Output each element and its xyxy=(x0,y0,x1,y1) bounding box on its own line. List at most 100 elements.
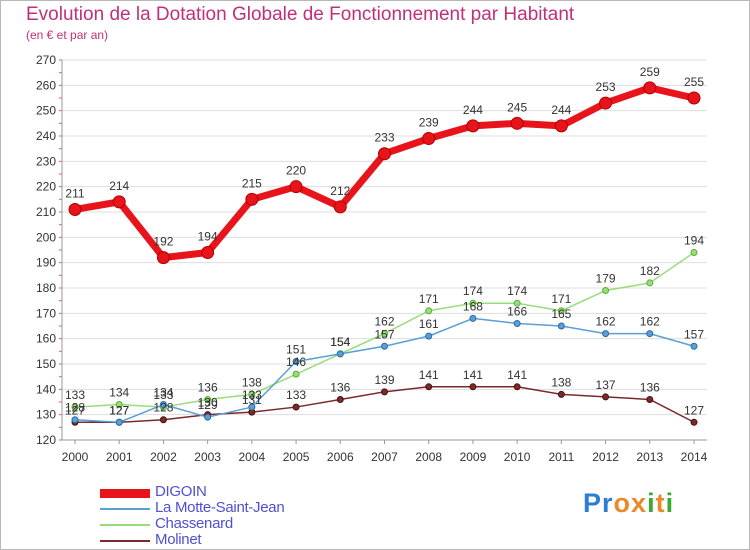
data-point xyxy=(690,342,698,350)
data-point xyxy=(333,200,347,214)
data-point xyxy=(68,202,82,216)
y-tick-label: 200 xyxy=(36,230,56,244)
data-label: 174 xyxy=(507,284,527,298)
data-label: 136 xyxy=(198,380,218,394)
data-point xyxy=(602,287,610,295)
data-label: 130 xyxy=(198,396,218,410)
data-point xyxy=(646,279,654,287)
data-point xyxy=(510,116,524,130)
data-point xyxy=(466,119,480,133)
x-tick-label: 2005 xyxy=(283,450,310,464)
data-label: 127 xyxy=(109,403,129,417)
data-label: 194 xyxy=(684,234,704,248)
data-point xyxy=(557,307,565,315)
x-tick-label: 2001 xyxy=(106,450,133,464)
x-tick-label: 2003 xyxy=(194,450,221,464)
data-label: 192 xyxy=(153,235,173,249)
data-point xyxy=(292,403,300,411)
data-label: 151 xyxy=(286,342,306,356)
data-label: 245 xyxy=(507,100,527,114)
data-point xyxy=(425,307,433,315)
data-label: 165 xyxy=(551,307,571,321)
data-label: 128 xyxy=(153,401,173,415)
data-point xyxy=(469,299,477,307)
data-label: 171 xyxy=(419,292,439,306)
y-tick-label: 170 xyxy=(36,306,56,320)
data-point xyxy=(289,180,303,194)
x-tick-label: 2008 xyxy=(415,450,442,464)
data-label: 131 xyxy=(242,393,262,407)
x-tick-label: 2007 xyxy=(371,450,398,464)
data-point xyxy=(159,401,167,409)
legend-label: DIGOIN xyxy=(155,483,207,500)
x-tick-label: 2012 xyxy=(592,450,619,464)
logo-letter: P xyxy=(583,488,603,518)
data-point xyxy=(245,192,259,206)
x-tick-label: 2004 xyxy=(239,450,266,464)
data-point xyxy=(156,251,170,265)
x-tick-label: 2009 xyxy=(460,450,487,464)
data-point xyxy=(690,418,698,426)
data-label: 137 xyxy=(596,378,616,392)
data-label: 138 xyxy=(551,375,571,389)
data-label: 166 xyxy=(507,304,527,318)
y-tick-label: 190 xyxy=(36,256,56,270)
data-point xyxy=(602,393,610,401)
logo-letter: x xyxy=(631,488,648,518)
data-label: 134 xyxy=(109,386,129,400)
data-point xyxy=(204,395,212,403)
data-label: 239 xyxy=(419,116,439,130)
y-tick-label: 120 xyxy=(36,433,56,447)
data-point xyxy=(690,249,698,257)
y-tick-label: 250 xyxy=(36,104,56,118)
legend-swatch xyxy=(100,488,150,498)
logo-letter: i xyxy=(647,488,656,518)
data-point xyxy=(469,383,477,391)
data-label: 259 xyxy=(640,65,660,79)
data-label: 136 xyxy=(640,380,660,394)
legend-label: Molinet xyxy=(155,531,202,548)
data-label: 253 xyxy=(596,80,616,94)
data-label: 174 xyxy=(463,284,483,298)
data-point xyxy=(292,370,300,378)
data-point xyxy=(469,314,477,322)
y-tick-label: 260 xyxy=(36,78,56,92)
data-label: 139 xyxy=(374,373,394,387)
data-label: 141 xyxy=(419,368,439,382)
legend-swatch xyxy=(100,524,150,526)
data-label: 255 xyxy=(684,75,704,89)
data-label: 154 xyxy=(330,335,350,349)
data-point xyxy=(378,147,391,161)
x-tick-label: 2010 xyxy=(504,450,531,464)
data-label: 128 xyxy=(65,401,85,415)
data-label: 194 xyxy=(198,230,218,244)
x-tick-label: 2000 xyxy=(62,450,89,464)
legend-label: Chassenard xyxy=(155,515,233,532)
y-tick-label: 210 xyxy=(36,205,56,219)
data-label: 244 xyxy=(463,103,483,117)
data-label: 146 xyxy=(286,355,306,369)
data-label: 127 xyxy=(65,403,85,417)
data-label: 162 xyxy=(596,315,616,329)
x-tick-label: 2006 xyxy=(327,450,354,464)
x-tick-label: 2014 xyxy=(681,450,708,464)
data-point xyxy=(646,330,654,338)
data-point xyxy=(112,195,126,209)
data-point xyxy=(292,357,300,365)
data-point xyxy=(159,416,167,424)
data-label: 133 xyxy=(286,388,306,402)
y-tick-label: 150 xyxy=(36,357,56,371)
data-label: 127 xyxy=(684,403,704,417)
data-label: 133 xyxy=(65,388,85,402)
data-label: 211 xyxy=(65,186,84,200)
data-point xyxy=(557,390,565,398)
x-tick-label: 2011 xyxy=(548,450,574,464)
proxiti-logo: Proxiti xyxy=(583,488,674,519)
data-label: 161 xyxy=(419,317,439,331)
data-point xyxy=(204,413,212,421)
data-point xyxy=(687,91,701,105)
y-tick-label: 220 xyxy=(36,180,56,194)
data-label: 133 xyxy=(153,388,173,402)
data-label: 138 xyxy=(242,375,262,389)
